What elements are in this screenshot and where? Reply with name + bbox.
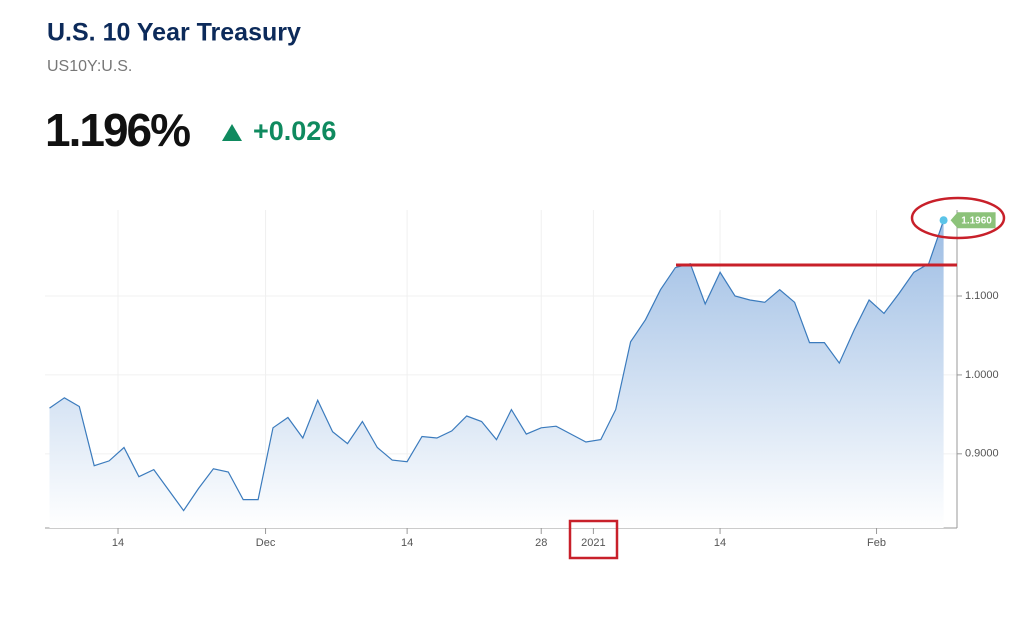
y-tick-label: 0.9000 [965,448,999,460]
end-tag [950,212,996,229]
price: 1.196% [45,104,190,156]
x-tick-label: 14 [714,537,726,549]
line [49,220,945,512]
x-tick-label: Feb [867,537,886,549]
end-label: 1.1960 [961,215,992,226]
annotation-ellipse [910,196,1006,240]
x-tick-label: 2021 [581,537,605,549]
x-tick-label: 14 [401,537,413,549]
x-tick-label: 28 [535,537,547,549]
title: U.S. 10 Year Treasury [47,19,301,47]
y-tick-label: 1.1000 [965,290,999,302]
annotation-box [568,519,619,560]
x-tick-label: 14 [112,537,124,549]
x-tick-label: Dec [256,537,276,549]
up-arrow [222,124,242,141]
area [49,220,944,529]
plot: 0.9000 1.0000 1.1000 14 Dec 14 28 2021 14 Feb 1.19… [45,210,999,549]
end-point [939,216,948,225]
y-tick-label: 1.0000 [965,369,999,381]
symbol: US10Y:U.S. [47,58,132,75]
change: +0.026 [253,116,336,146]
